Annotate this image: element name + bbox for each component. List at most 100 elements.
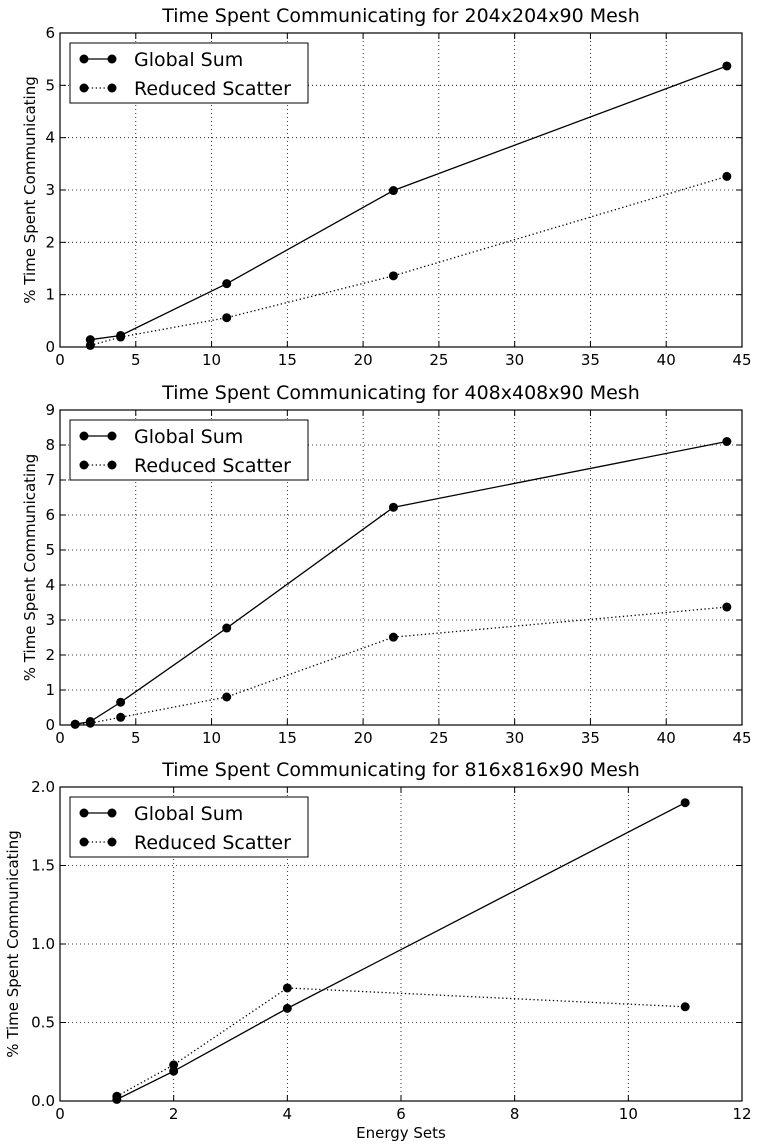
x-tick-label: 0: [55, 351, 65, 369]
data-point: [388, 502, 398, 512]
legend-marker: [107, 54, 117, 64]
plot-frame: [59, 409, 743, 726]
series-line: [90, 65, 728, 341]
series-global-sum: [70, 437, 732, 729]
x-tick-label: 30: [505, 351, 524, 369]
data-point: [722, 602, 732, 612]
series-line: [75, 440, 727, 725]
data-point: [222, 279, 232, 289]
chart-title: Time Spent Communicating for 204x204x90 …: [161, 5, 640, 27]
data-point: [116, 712, 126, 722]
x-tick-label: 10: [202, 351, 221, 369]
series-reduced-scatter: [112, 983, 690, 1101]
series-global-sum: [112, 798, 690, 1104]
legend-marker: [79, 837, 89, 847]
x-tick-label: 35: [581, 351, 600, 369]
y-tick-label: 8: [45, 436, 55, 454]
y-tick-label: 2: [45, 233, 55, 251]
y-tick-label: 2: [45, 646, 55, 664]
x-tick-label: 0: [55, 1105, 65, 1123]
chart-title: Time Spent Communicating for 816x816x90 …: [161, 759, 640, 781]
y-tick-label: 5: [45, 76, 55, 94]
data-point: [116, 697, 126, 707]
x-tick-label: 0: [55, 729, 65, 747]
data-point: [222, 313, 232, 323]
data-point: [722, 171, 732, 181]
data-point: [222, 623, 232, 633]
x-axis-label: Energy Sets: [356, 1124, 446, 1142]
y-tick-label: 1.0: [31, 935, 55, 953]
data-point: [388, 271, 398, 281]
legend-marker: [79, 460, 89, 470]
legend-marker: [79, 808, 89, 818]
legend: Global Sum Reduced Scatter: [69, 42, 309, 104]
chart-1: Time Spent Communicating for 204x204x90 …: [21, 5, 752, 369]
legend-label: Reduced Scatter: [134, 455, 291, 477]
legend: Global Sum Reduced Scatter: [69, 419, 309, 481]
legend: Global Sum Reduced Scatter: [69, 796, 309, 858]
plot-frame: [59, 32, 743, 348]
x-tick-label: 2: [169, 1105, 179, 1123]
legend-marker: [107, 837, 117, 847]
legend-marker: [107, 83, 117, 93]
y-axis-label: % Time Spent Communicating: [4, 830, 22, 1058]
legend-marker: [107, 431, 117, 441]
y-tick-label: 0.0: [31, 1092, 55, 1110]
x-tick-label: 40: [657, 351, 676, 369]
y-tick-label: 7: [45, 471, 55, 489]
y-tick-label: 0: [45, 716, 55, 734]
legend-label: Reduced Scatter: [134, 78, 291, 100]
data-point: [722, 437, 732, 446]
legend-box: [69, 42, 309, 104]
legend-label: Reduced Scatter: [134, 832, 291, 854]
y-axis-label: % Time Spent Communicating: [21, 454, 39, 682]
data-point: [70, 719, 80, 729]
x-tick-label: 35: [581, 729, 600, 747]
y-tick-label: 5: [45, 541, 55, 559]
data-point: [722, 61, 732, 71]
series-line: [116, 987, 686, 1097]
y-tick-label: 3: [45, 181, 55, 199]
y-tick-label: 0: [45, 338, 55, 356]
legend-marker: [107, 808, 117, 818]
x-tick-label: 15: [278, 729, 297, 747]
x-tick-label: 8: [510, 1105, 520, 1123]
legend-box: [69, 419, 309, 481]
y-tick-label: 3: [45, 611, 55, 629]
legend-marker: [79, 431, 89, 441]
data-point: [112, 1091, 122, 1101]
data-point: [85, 718, 95, 728]
data-point: [282, 983, 292, 993]
plot-frame: [59, 786, 743, 1102]
legend-label: Global Sum: [134, 803, 243, 825]
legend-marker: [79, 54, 89, 64]
x-tick-label: 15: [278, 351, 297, 369]
x-tick-label: 12: [732, 1105, 751, 1123]
legend-marker: [107, 460, 117, 470]
x-tick-label: 20: [354, 729, 373, 747]
data-point: [222, 692, 232, 702]
data-point: [85, 340, 95, 350]
series-line: [90, 175, 728, 347]
x-tick-label: 45: [732, 351, 751, 369]
data-point: [282, 1003, 292, 1013]
data-point: [169, 1060, 179, 1070]
data-point: [169, 1066, 179, 1076]
x-tick-label: 40: [657, 729, 676, 747]
series-reduced-scatter: [70, 602, 732, 729]
x-tick-label: 20: [354, 351, 373, 369]
chart-2: Time Spent Communicating for 408x408x90 …: [21, 382, 752, 747]
series-line: [116, 802, 686, 1101]
x-tick-label: 5: [131, 729, 141, 747]
y-tick-label: 2.0: [31, 778, 55, 796]
y-tick-label: 6: [45, 24, 55, 42]
y-tick-label: 1: [45, 286, 55, 304]
x-tick-label: 6: [396, 1105, 406, 1123]
y-axis-label: % Time Spent Communicating: [21, 76, 39, 304]
y-tick-label: 6: [45, 506, 55, 524]
legend-marker: [79, 83, 89, 93]
data-point: [388, 632, 398, 642]
data-point: [680, 798, 690, 808]
y-tick-label: 1: [45, 681, 55, 699]
